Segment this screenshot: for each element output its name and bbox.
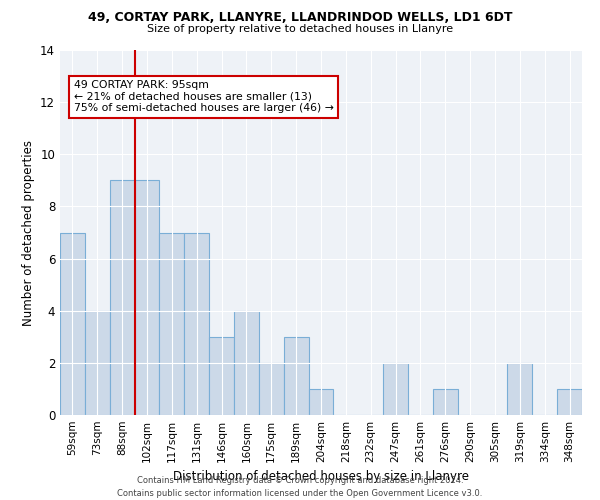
Bar: [308, 389, 334, 415]
Text: Size of property relative to detached houses in Llanyre: Size of property relative to detached ho…: [147, 24, 453, 34]
Bar: [209, 337, 234, 415]
Bar: [234, 310, 259, 415]
Bar: [60, 232, 85, 415]
X-axis label: Distribution of detached houses by size in Llanyre: Distribution of detached houses by size …: [173, 470, 469, 484]
Bar: [557, 389, 582, 415]
Bar: [134, 180, 160, 415]
Text: 49 CORTAY PARK: 95sqm
← 21% of detached houses are smaller (13)
75% of semi-deta: 49 CORTAY PARK: 95sqm ← 21% of detached …: [74, 80, 334, 113]
Text: 49, CORTAY PARK, LLANYRE, LLANDRINDOD WELLS, LD1 6DT: 49, CORTAY PARK, LLANYRE, LLANDRINDOD WE…: [88, 11, 512, 24]
Bar: [160, 232, 184, 415]
Bar: [110, 180, 134, 415]
Text: Contains HM Land Registry data © Crown copyright and database right 2024.
Contai: Contains HM Land Registry data © Crown c…: [118, 476, 482, 498]
Bar: [284, 337, 308, 415]
Bar: [433, 389, 458, 415]
Bar: [85, 310, 110, 415]
Bar: [259, 363, 284, 415]
Y-axis label: Number of detached properties: Number of detached properties: [22, 140, 35, 326]
Bar: [383, 363, 408, 415]
Bar: [184, 232, 209, 415]
Bar: [508, 363, 532, 415]
